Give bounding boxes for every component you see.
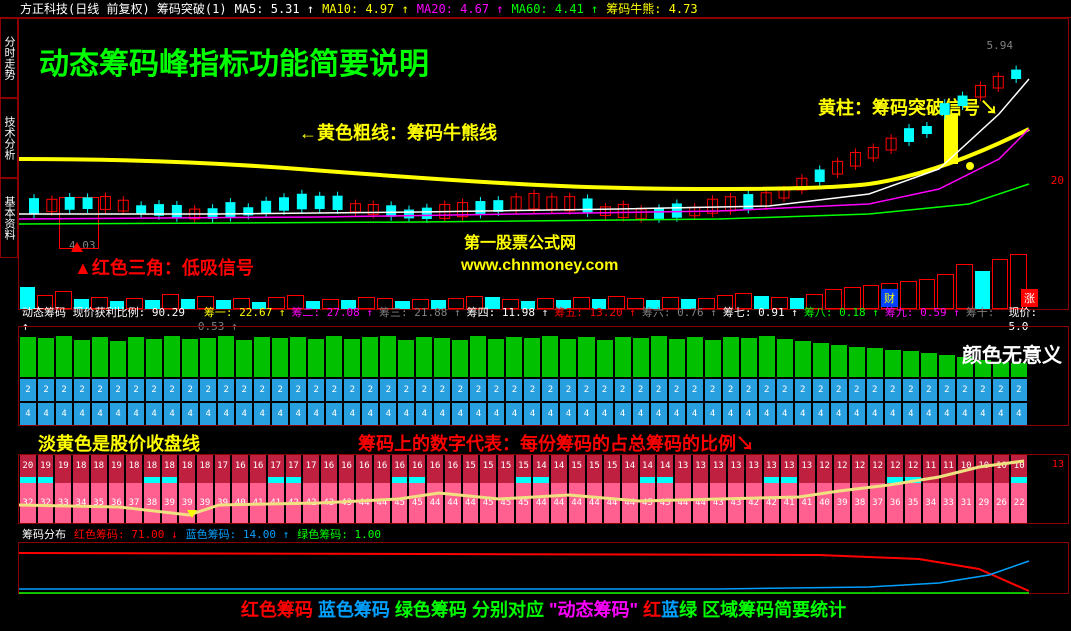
main-kline-chart[interactable]: 动态筹码峰指标功能简要说明 ←黄色粗线：筹码牛熊线 黄柱：筹码突破信号↘ ▲红色… — [18, 18, 1069, 310]
red-chip-panel[interactable]: 2019191818191818181818171616171717161616… — [18, 454, 1069, 524]
red-triangle-icon — [71, 242, 83, 252]
red-row-top: 2019191818191818181818171616171717161616… — [19, 455, 1028, 477]
yellow-arrow-down-icon — [187, 510, 197, 518]
chip-dist-label: 筹码分布 — [22, 526, 66, 542]
chip-distribution-panel[interactable] — [18, 542, 1069, 594]
blue-row-1: 2222222222222222222222222222222222222222… — [19, 379, 1028, 401]
right-tick: 20 — [1051, 174, 1064, 187]
blue-chip-stat: 蓝色筹码: 14.00 ↑ — [186, 526, 290, 542]
ma20-label: MA20: 4.67 ↑ — [417, 2, 504, 16]
volume-bars — [19, 249, 1028, 309]
chart-header: 方正科技(日线 前复权) 筹码突破(1) MA5: 5.31 ↑ MA10: 4… — [0, 0, 1071, 18]
chip-dist-svg — [19, 543, 1049, 595]
footer-legend: 红色筹码 蓝色筹码 绿色筹码 分别对应 "动态筹码" 红蓝绿 区域筹码简要统计 — [18, 596, 1069, 626]
ma60-label: MA60: 4.41 ↑ — [512, 2, 599, 16]
red-panel-header: 淡黄色是股价收盘线 筹码上的数字代表：每份筹码的占总筹码的比例↘ — [18, 428, 1069, 454]
tab-intraday[interactable]: 分时走势 — [0, 18, 18, 98]
ma5-label: MA5: 5.31 ↑ — [235, 2, 315, 16]
tab-technical[interactable]: 技术分析 — [0, 98, 18, 178]
red-panel-scale: 13 — [1052, 459, 1064, 470]
ma10-label: MA10: 4.97 ↑ — [322, 2, 409, 16]
side-tabs: 分时走势 技术分析 基本资料 — [0, 18, 18, 258]
color-meaningless-anno: 颜色无意义 — [962, 339, 1062, 368]
tab-fundamental[interactable]: 基本资料 — [0, 178, 18, 258]
kline-svg — [19, 19, 1049, 229]
chip-number-anno: 筹码上的数字代表：每份筹码的占总筹码的比例↘ — [358, 430, 754, 456]
green-chip-stat: 绿色筹码: 1.00 — [297, 526, 381, 542]
red-row-bot: 3232333435363738393939394041414242434344… — [19, 483, 1028, 523]
blue-row-2: 4444444444444444444444444444444444444444… — [19, 403, 1028, 425]
chip-distribution-header: 筹码分布 红色筹码: 71.00 ↓ 蓝色筹码: 14.00 ↑ 绿色筹码: 1… — [18, 526, 1069, 542]
dynamic-chip-panel[interactable]: 2222222222222222222222222222222222222222… — [18, 326, 1069, 426]
red-chip-stat: 红色筹码: 71.00 ↓ — [74, 526, 178, 542]
stock-title: 方正科技(日线 前复权) 筹码突破(1) — [20, 0, 227, 17]
bull-bear-label: 筹码牛熊: 4.73 — [606, 0, 697, 17]
chip-indicator-header: 动态筹码 现价获利比例: 90.29 ↑ 筹一: 22.67 ↑筹二: 27.0… — [18, 310, 1069, 326]
green-bar-row — [19, 327, 1028, 377]
closing-line-anno: 淡黄色是股价收盘线 — [38, 430, 200, 456]
